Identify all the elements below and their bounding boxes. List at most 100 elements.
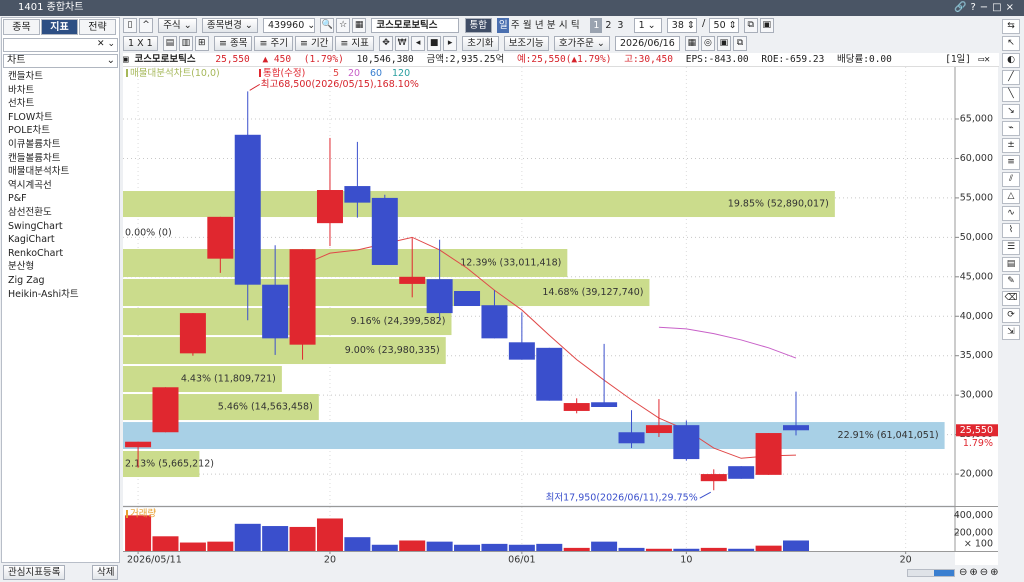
list-item[interactable]: RenkoChart [8, 247, 64, 259]
volume-unit: × 100 [964, 539, 993, 550]
list-item[interactable]: Zig Zag [8, 274, 45, 286]
total-input[interactable]: 50 ⇕ [708, 18, 739, 33]
tool[interactable]: ⌫ [1002, 291, 1020, 306]
select[interactable]: 1 ⌄ [633, 18, 662, 33]
icon[interactable]: ◂ [411, 36, 426, 51]
icon[interactable]: ^ [139, 18, 153, 33]
tool[interactable]: ☰ [1002, 240, 1020, 255]
icon[interactable]: ▣ [759, 18, 774, 33]
volume-bar [728, 548, 755, 551]
period-button[interactable]: 월 [522, 20, 532, 31]
icon[interactable]: ▦ [684, 36, 699, 51]
button[interactable]: 보조기능 [503, 36, 549, 51]
filter-button[interactable]: ≡ 주기 [254, 36, 293, 51]
list-item[interactable]: 이큐볼륨차트 [8, 138, 61, 150]
tool[interactable]: ▤ [1002, 257, 1020, 272]
filter-button[interactable]: ≡ 지표 [335, 36, 374, 51]
tool[interactable]: ⟳ [1002, 308, 1020, 323]
list-item[interactable]: Heikin-Ashi차트 [8, 288, 79, 300]
mode-button[interactable]: 통합 [464, 18, 493, 33]
icon[interactable]: ■ [427, 36, 442, 51]
list-item[interactable]: P&F [8, 193, 27, 205]
filter-button[interactable]: ≡ 기간 [294, 36, 334, 51]
tool[interactable]: ⌁ [1002, 121, 1020, 136]
period-button[interactable]: 시 [558, 20, 568, 31]
tool[interactable]: ⫽ [1002, 172, 1020, 187]
button[interactable]: 초기화 [462, 36, 499, 51]
chart: 매물대분석차트(10,0) 통합(수정) 20,00025,00030,0003… [123, 67, 998, 565]
count-input[interactable]: 38 ⇕ [666, 18, 697, 33]
search-input[interactable]: ✕ ⌄ [3, 38, 118, 52]
window-controls[interactable]: 🔗?−□× [954, 2, 1018, 13]
date-input[interactable]: 2026/06/16 [614, 36, 680, 51]
volume-legend: 거래량 [130, 508, 156, 520]
icon[interactable]: ◎ [700, 36, 715, 51]
icon[interactable]: ▥ [178, 36, 193, 51]
select[interactable]: 주식 ⌄ [158, 18, 197, 33]
icon[interactable]: ⧉ [732, 36, 747, 51]
period-button[interactable]: 년 [534, 20, 544, 31]
icon[interactable]: ▤ [162, 36, 177, 51]
dropdown[interactable]: 차트 ⌄ [3, 54, 118, 68]
code-input[interactable]: 439960 ⌄ [262, 18, 315, 33]
tab[interactable]: 전략 [79, 19, 116, 35]
period-button[interactable]: 주 [510, 20, 520, 31]
icon[interactable]: ☆ [336, 18, 351, 33]
list-item[interactable]: 바차트 [8, 84, 35, 96]
page-button[interactable]: 1 [590, 18, 603, 33]
page-button[interactable]: 2 [605, 20, 612, 31]
icon[interactable]: ▦ [352, 18, 367, 33]
list-item[interactable]: 역시계곡선 [8, 179, 52, 191]
tool[interactable]: ✎ [1002, 274, 1020, 289]
button[interactable]: 호가주문 ⌄ [553, 36, 610, 51]
period-button[interactable]: 분 [546, 20, 556, 31]
tool[interactable]: ± [1002, 138, 1020, 153]
page-button[interactable]: 3 [617, 20, 624, 31]
list-item[interactable]: POLE차트 [8, 125, 50, 137]
icon[interactable]: ▸ [443, 36, 458, 51]
icon[interactable]: ✥ [379, 36, 394, 51]
filter-button[interactable]: ≡ 종목 [214, 36, 253, 51]
profile-label: 2.13% (5,665,212) [125, 459, 214, 470]
tool[interactable]: ⌇ [1002, 223, 1020, 238]
list-item[interactable]: KagiChart [8, 234, 55, 246]
icon[interactable]: ▯ [123, 18, 137, 33]
tool[interactable]: ╱ [1002, 70, 1020, 85]
candle-body [399, 276, 426, 284]
tool[interactable]: ⇆ [1002, 19, 1020, 34]
tool[interactable]: ◐ [1002, 53, 1020, 68]
icon[interactable]: ⧉ [743, 18, 758, 33]
list-item[interactable]: 삼선전환도 [8, 206, 52, 218]
scrollbar[interactable] [907, 569, 955, 577]
icon[interactable]: ⊞ [194, 36, 209, 51]
tool[interactable]: ╲ [1002, 87, 1020, 102]
tool[interactable]: △ [1002, 189, 1020, 204]
list-item[interactable]: 매물대분석차트 [8, 166, 70, 178]
tool[interactable]: ↘ [1002, 104, 1020, 119]
period-button[interactable]: 틱 [570, 20, 580, 31]
list-item[interactable]: 캔들차트 [8, 71, 43, 82]
list-item[interactable]: 캔들볼륨차트 [8, 152, 61, 164]
icon[interactable]: ▣ [716, 36, 731, 51]
list-item[interactable]: FLOW차트 [8, 111, 53, 123]
tool[interactable]: ≡ [1002, 155, 1020, 170]
icon[interactable]: ₩ [395, 36, 410, 51]
list-item[interactable]: SwingChart [8, 220, 63, 232]
tab[interactable]: 종목 [3, 19, 40, 35]
period-button[interactable]: 일 [497, 18, 510, 33]
tool[interactable]: ⇲ [1002, 325, 1020, 340]
button[interactable]: 관심지표등록 [3, 565, 65, 580]
tab[interactable]: 지표 [41, 19, 78, 35]
tool[interactable]: ∿ [1002, 206, 1020, 221]
select[interactable]: 종목변경 ⌄ [201, 18, 258, 33]
list-item[interactable]: 분산형 [8, 261, 35, 273]
button[interactable]: 삭제 [92, 565, 118, 580]
icon[interactable]: 🔍 [320, 18, 335, 33]
layout-button[interactable]: 1 X 1 [123, 36, 158, 51]
tool[interactable]: ↖ [1002, 36, 1020, 51]
panel-controls[interactable]: ▭✕ [978, 54, 990, 65]
zoom-controls[interactable]: ⊖⊕⊖⊕ [959, 567, 1001, 578]
total-text: 50 [713, 20, 726, 31]
list-item[interactable]: 선차트 [8, 98, 35, 110]
